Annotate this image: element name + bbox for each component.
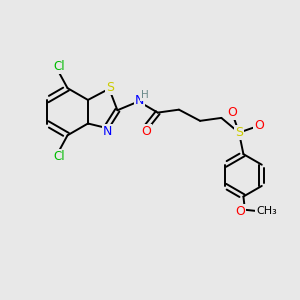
Text: Cl: Cl (53, 150, 64, 163)
Text: O: O (227, 106, 237, 118)
Text: N: N (134, 94, 144, 107)
Text: CH₃: CH₃ (256, 206, 277, 216)
Text: S: S (106, 81, 114, 94)
Text: O: O (141, 125, 151, 138)
Text: O: O (254, 119, 264, 132)
Text: S: S (235, 126, 243, 139)
Text: O: O (236, 205, 245, 218)
Text: Cl: Cl (53, 60, 64, 73)
Text: N: N (103, 125, 112, 138)
Text: H: H (141, 90, 149, 100)
